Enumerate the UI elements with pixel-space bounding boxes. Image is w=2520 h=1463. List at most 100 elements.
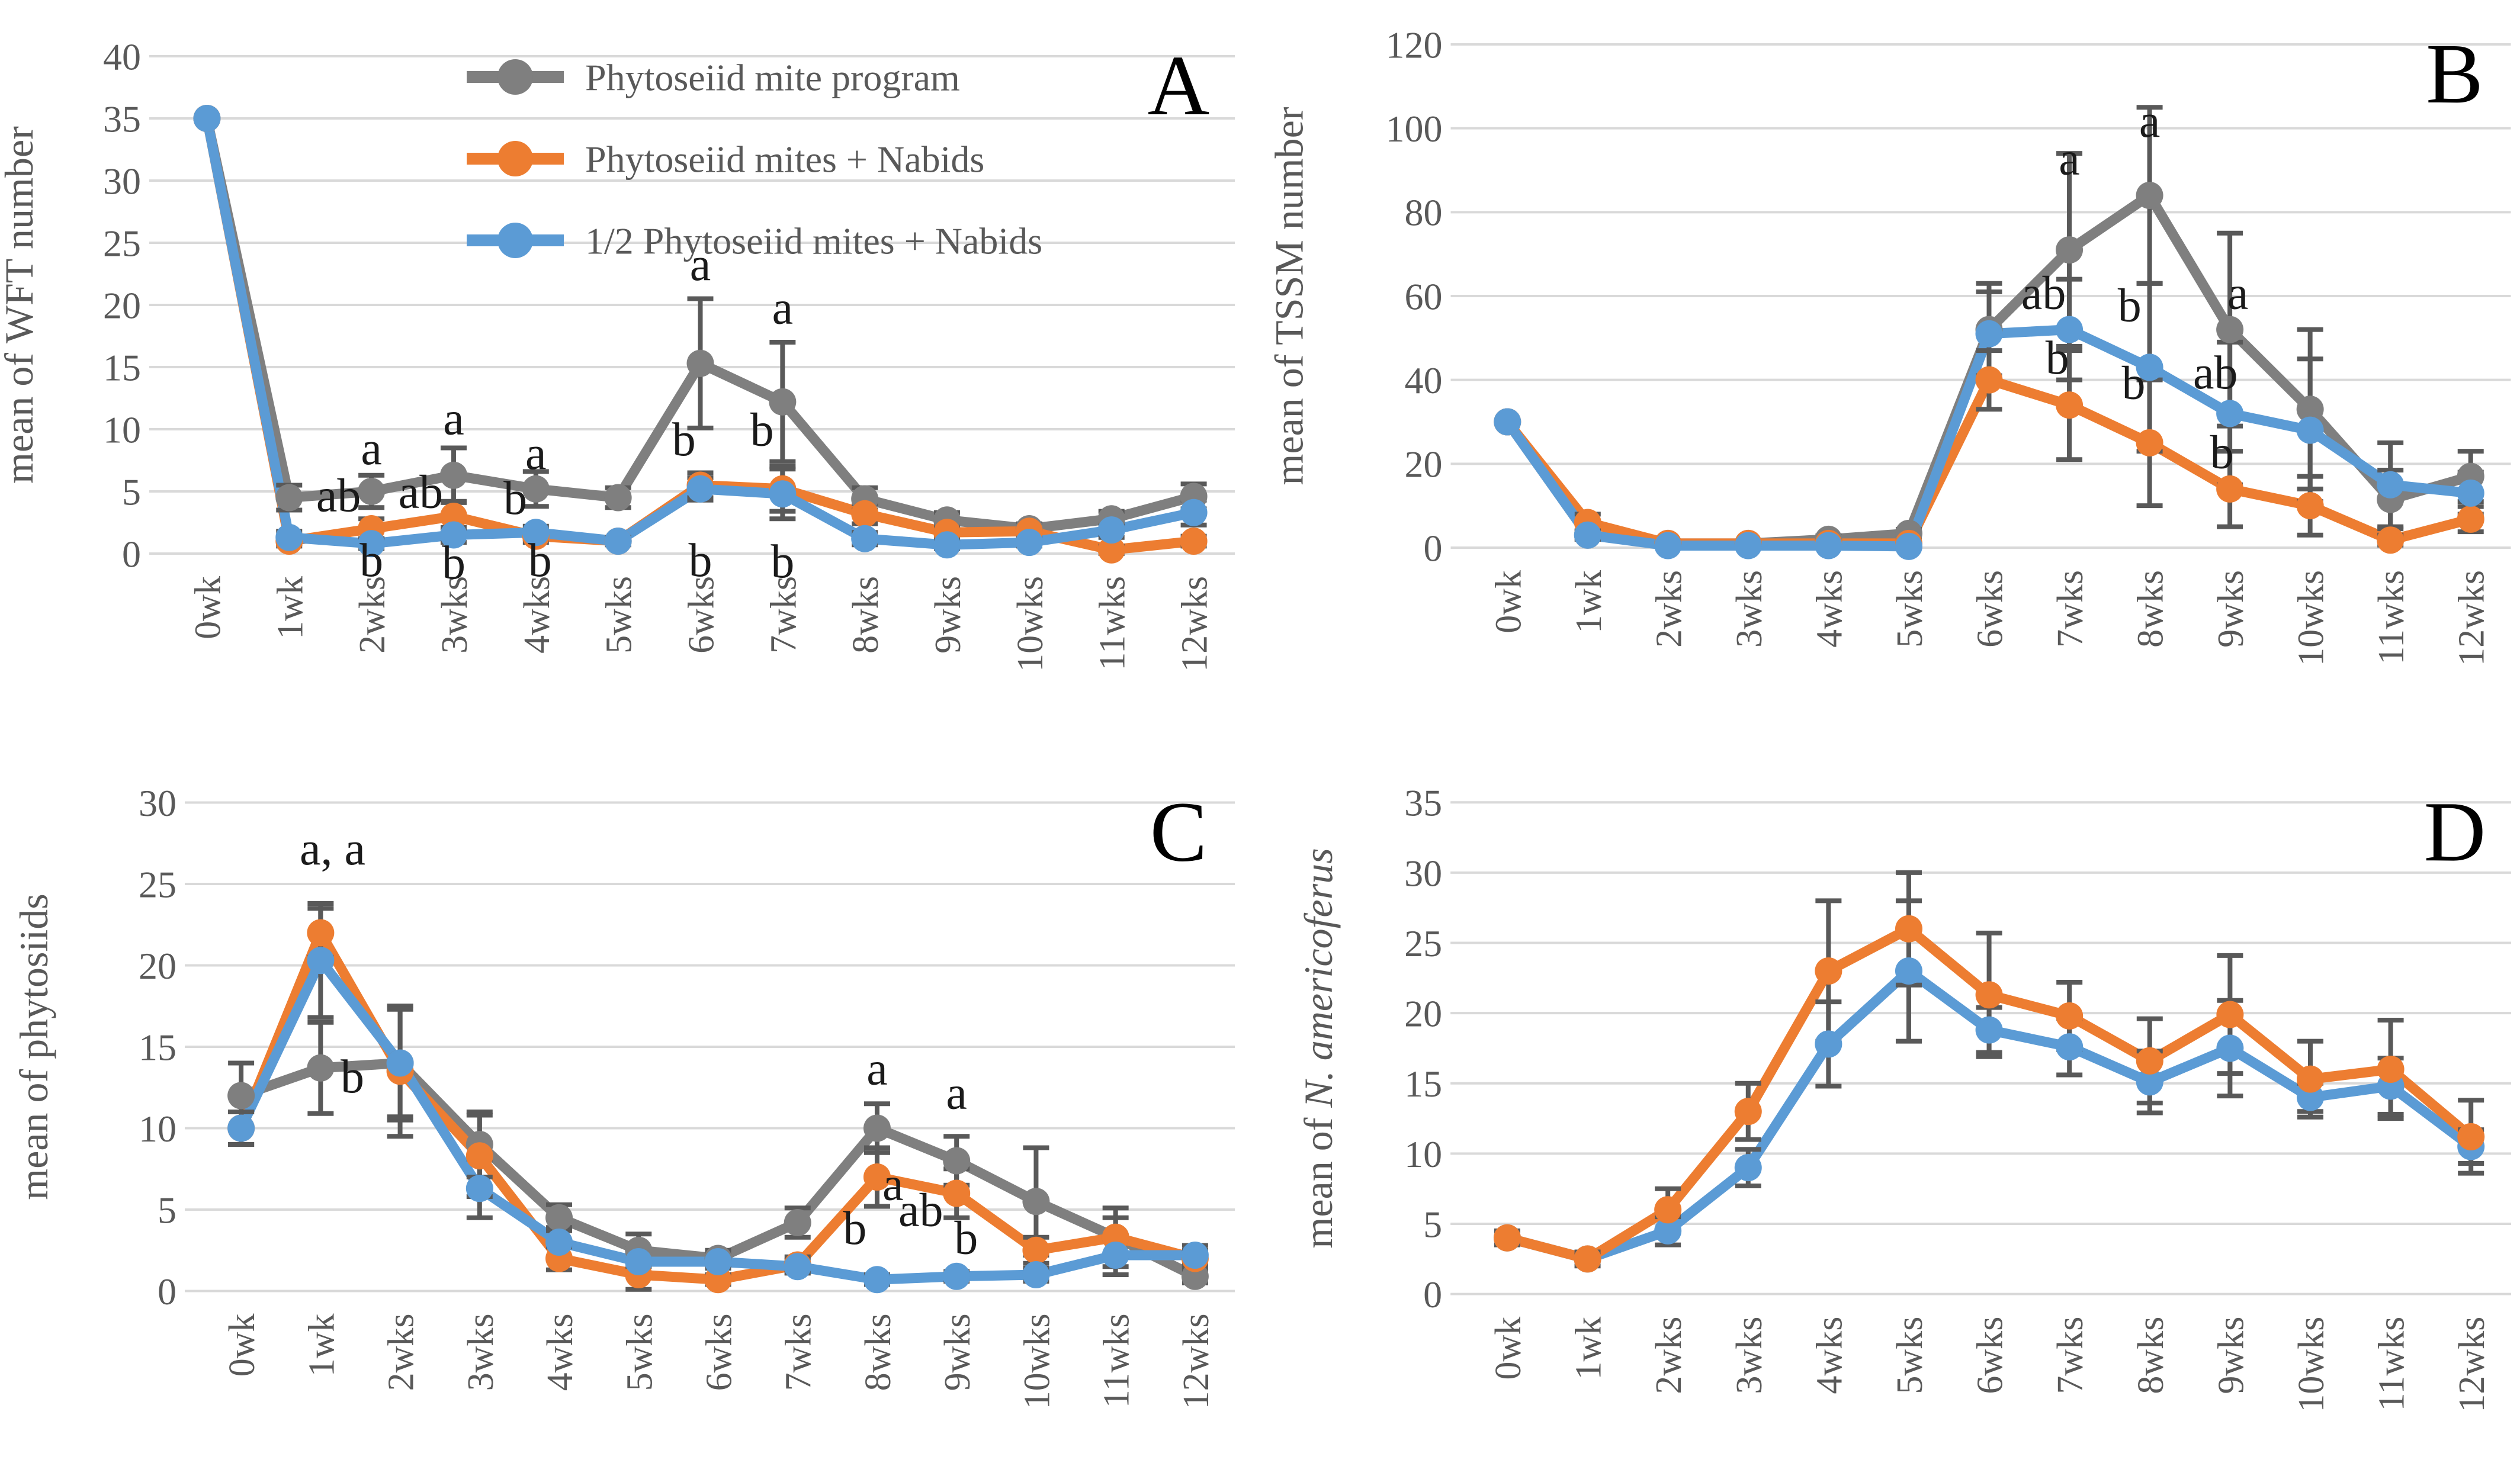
x-tick-label: 8wks xyxy=(2131,570,2171,648)
annotation-letter: a xyxy=(443,393,464,445)
x-axis-tick-labels: 0wk 1wk 2wks 3wks 4wks 5wks 6wks 7wks 8wks 9wks 10… xyxy=(188,576,1215,672)
x-tick-label: 2wks xyxy=(352,576,393,654)
y-tick-label: 20 xyxy=(103,284,141,326)
data-point-marker xyxy=(2457,1123,2485,1150)
data-point-marker xyxy=(784,1253,811,1281)
y-tick-label: 60 xyxy=(1405,275,1443,317)
series-markers-half-phytoseiid-mites-nabids xyxy=(227,947,1209,1294)
data-point-marker xyxy=(1102,1242,1129,1269)
data-point-marker xyxy=(2056,1033,2084,1061)
data-point-marker xyxy=(439,521,467,549)
data-point-marker xyxy=(2136,429,2163,456)
y-tick-label: 10 xyxy=(139,1108,176,1150)
x-tick-label: 11wks xyxy=(2372,1317,2412,1411)
y-tick-label: 35 xyxy=(1404,782,1442,824)
series-markers-half-phytoseiid-mites-nabids xyxy=(193,105,1208,559)
x-axis-tick-labels: 0wk 1wk 2wks 3wks 4wks 5wks 6wks 7wks 8wks 9wks 10… xyxy=(1488,570,2492,666)
x-tick-label: 8wks xyxy=(2131,1317,2171,1394)
data-point-marker xyxy=(1815,532,1842,560)
y-tick-label: 100 xyxy=(1386,108,1443,150)
data-point-marker xyxy=(1097,536,1125,564)
data-point-marker xyxy=(2136,1047,2163,1075)
data-point-marker xyxy=(1975,1016,2003,1044)
annotation-letter: ab xyxy=(2193,347,2238,399)
x-axis-tick-labels: 0wk 1wk 2wks 3wks 4wks 5wks 6wks 7wks 8wks 9wks 10… xyxy=(1488,1316,2492,1413)
x-tick-label: 5wks xyxy=(1890,570,1930,648)
y-tick-label: 25 xyxy=(1404,922,1442,964)
chart-D-svg: 0 5 10 15 20 25 30 35 0wk 1wk 2wks 3wks 4wks 5wks 6wks… xyxy=(1296,782,2511,1413)
y-tick-label: 20 xyxy=(1404,993,1442,1035)
legend-item: Phytoseiid mites + Nabids xyxy=(467,138,984,180)
x-tick-label: 5wks xyxy=(619,1314,660,1391)
y-tick-label: 35 xyxy=(103,98,141,140)
data-point-marker xyxy=(2216,1034,2244,1062)
y-axis-title: mean of TSSM number xyxy=(1267,107,1312,485)
error-bars xyxy=(228,901,1208,1292)
data-point-marker xyxy=(1975,366,2003,394)
x-tick-label: 11wks xyxy=(1097,1314,1137,1409)
x-tick-label: 1wk xyxy=(270,576,310,639)
data-point-marker xyxy=(1815,1030,1842,1058)
x-tick-label: 3wks xyxy=(1729,1317,1770,1394)
data-point-marker xyxy=(686,349,714,377)
data-point-marker xyxy=(2377,1056,2405,1083)
data-point-marker xyxy=(604,528,632,555)
y-tick-label: 15 xyxy=(1404,1063,1442,1105)
y-tick-label: 5 xyxy=(1423,1203,1442,1245)
series-line-half-phytoseiid-mites-nabids xyxy=(236,955,1195,1285)
x-tick-label: 7wks xyxy=(2050,1317,2091,1394)
data-point-marker xyxy=(1734,532,1762,560)
data-point-marker xyxy=(2136,353,2163,381)
chart-A-svg: 0 5 10 15 20 25 30 35 40 0wk 1wk 2wks 3wks 4wks 5wks 6w… xyxy=(0,36,1235,672)
y-tick-label: 80 xyxy=(1405,192,1443,234)
annotation-letter: ab xyxy=(898,1185,943,1237)
panel-C-phytosiids-chart: 0 5 10 15 20 25 30 0wk 1wk 2wks 3wks 4wks 5wks 6wks 7w… xyxy=(0,731,1260,1463)
legend-marker xyxy=(497,141,533,176)
legend-label: Phytoseiid mite program xyxy=(585,56,960,98)
x-tick-label: 11wks xyxy=(2371,570,2412,665)
y-tick-label: 5 xyxy=(122,471,141,513)
annotation-letter: ab xyxy=(316,470,361,522)
data-point-marker xyxy=(193,105,221,132)
data-point-marker xyxy=(2056,391,2084,419)
legend-label: Phytoseiid mites + Nabids xyxy=(585,138,984,180)
gridlines xyxy=(185,801,1235,1292)
data-point-marker xyxy=(769,388,797,416)
legend-item: Phytoseiid mite program xyxy=(467,56,960,98)
data-point-marker xyxy=(2457,505,2484,533)
data-point-marker xyxy=(1975,981,2003,1009)
data-point-marker xyxy=(1022,1188,1050,1216)
x-tick-label: 8wks xyxy=(858,1314,898,1391)
data-point-marker xyxy=(2136,1068,2163,1096)
data-point-marker xyxy=(2296,492,2324,520)
data-point-marker xyxy=(769,480,797,508)
data-point-marker xyxy=(358,478,386,505)
error-bars xyxy=(1494,870,2484,1269)
data-point-marker xyxy=(943,1147,971,1175)
data-point-marker xyxy=(851,500,879,528)
data-point-marker xyxy=(1895,532,1922,560)
x-tick-label: 3wks xyxy=(435,576,475,654)
data-point-marker xyxy=(1181,1242,1209,1269)
data-point-marker xyxy=(851,525,879,552)
data-point-marker xyxy=(1734,1154,1762,1182)
y-tick-label: 40 xyxy=(103,36,141,78)
series-markers-phytoseiid-mites-nabids xyxy=(227,919,1209,1294)
annotation-letter: b xyxy=(341,1051,364,1103)
data-point-marker xyxy=(2136,182,2163,209)
annotation-letter: a xyxy=(361,423,382,475)
data-point-marker xyxy=(1895,957,1922,985)
data-point-marker xyxy=(943,1179,971,1207)
annotation-letter: b xyxy=(503,472,527,525)
annotation-letter: b xyxy=(442,537,466,589)
data-point-marker xyxy=(2296,416,2324,444)
data-point-marker xyxy=(307,947,335,975)
x-tick-label: 3wks xyxy=(1729,570,1770,648)
x-axis-tick-labels: 0wk 1wk 2wks 3wks 4wks 5wks 6wks 7wks 8wks 9wks 10… xyxy=(222,1314,1216,1410)
annotation-letter: b xyxy=(750,404,774,456)
data-point-marker xyxy=(604,484,632,512)
data-point-marker xyxy=(307,919,335,947)
